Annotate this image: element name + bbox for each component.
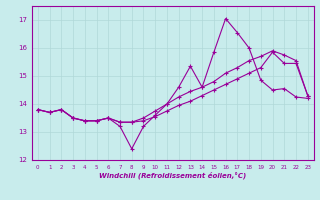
X-axis label: Windchill (Refroidissement éolien,°C): Windchill (Refroidissement éolien,°C) xyxy=(99,171,246,179)
